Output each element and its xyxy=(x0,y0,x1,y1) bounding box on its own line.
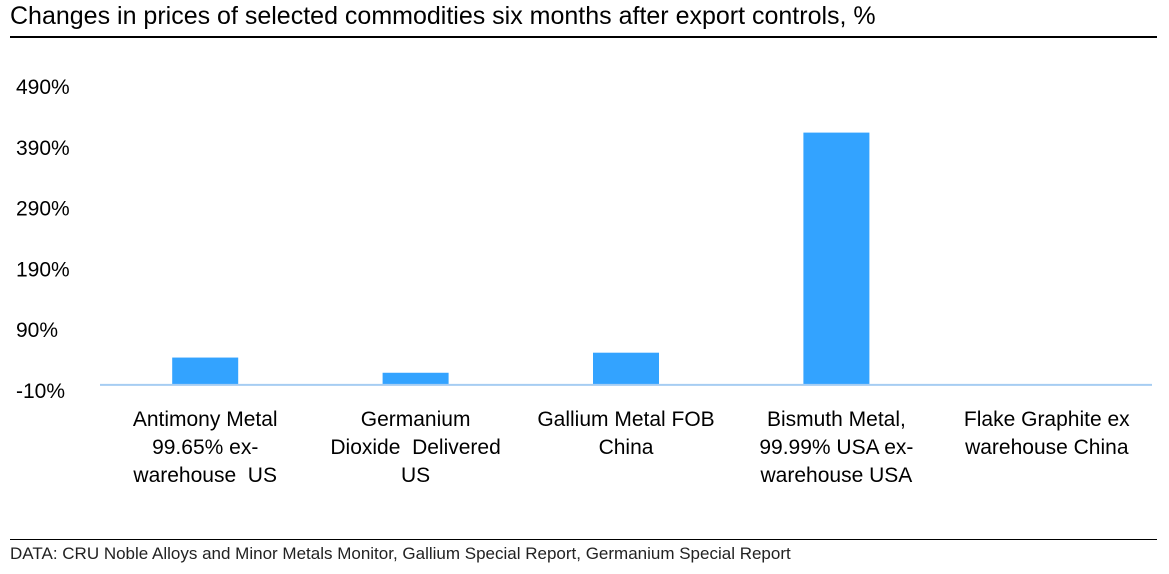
y-tick-label: 190% xyxy=(16,258,70,281)
chart-title: Changes in prices of selected commoditie… xyxy=(10,2,876,30)
source-divider xyxy=(10,539,1157,540)
bar xyxy=(803,132,870,385)
bar xyxy=(172,357,239,385)
y-tick-label: 390% xyxy=(16,137,70,160)
category-label: Flake Graphite ex warehouse China xyxy=(964,408,1130,459)
y-tick-label: 290% xyxy=(16,198,70,221)
title-divider xyxy=(10,36,1157,38)
source-note: DATA: CRU Noble Alloys and Minor Metals … xyxy=(10,544,791,563)
y-tick-label: 490% xyxy=(16,76,70,99)
y-tick-label: -10% xyxy=(16,380,65,403)
category-label: Gallium Metal FOB China xyxy=(537,408,714,459)
category-label: Antimony Metal 99.65% ex-warehouse US xyxy=(132,408,277,487)
bar-chart: -10% 90% 190% 290% 390% 490% Antimony Metal 99.… xyxy=(16,76,1152,487)
y-tick-label: 90% xyxy=(16,319,58,342)
category-label: Germanium Dioxide Delivered US xyxy=(330,408,500,487)
bar xyxy=(593,352,659,385)
bar xyxy=(382,372,449,385)
category-label: Bismuth Metal, 99.99% USA ex-warehouse US… xyxy=(759,408,913,487)
